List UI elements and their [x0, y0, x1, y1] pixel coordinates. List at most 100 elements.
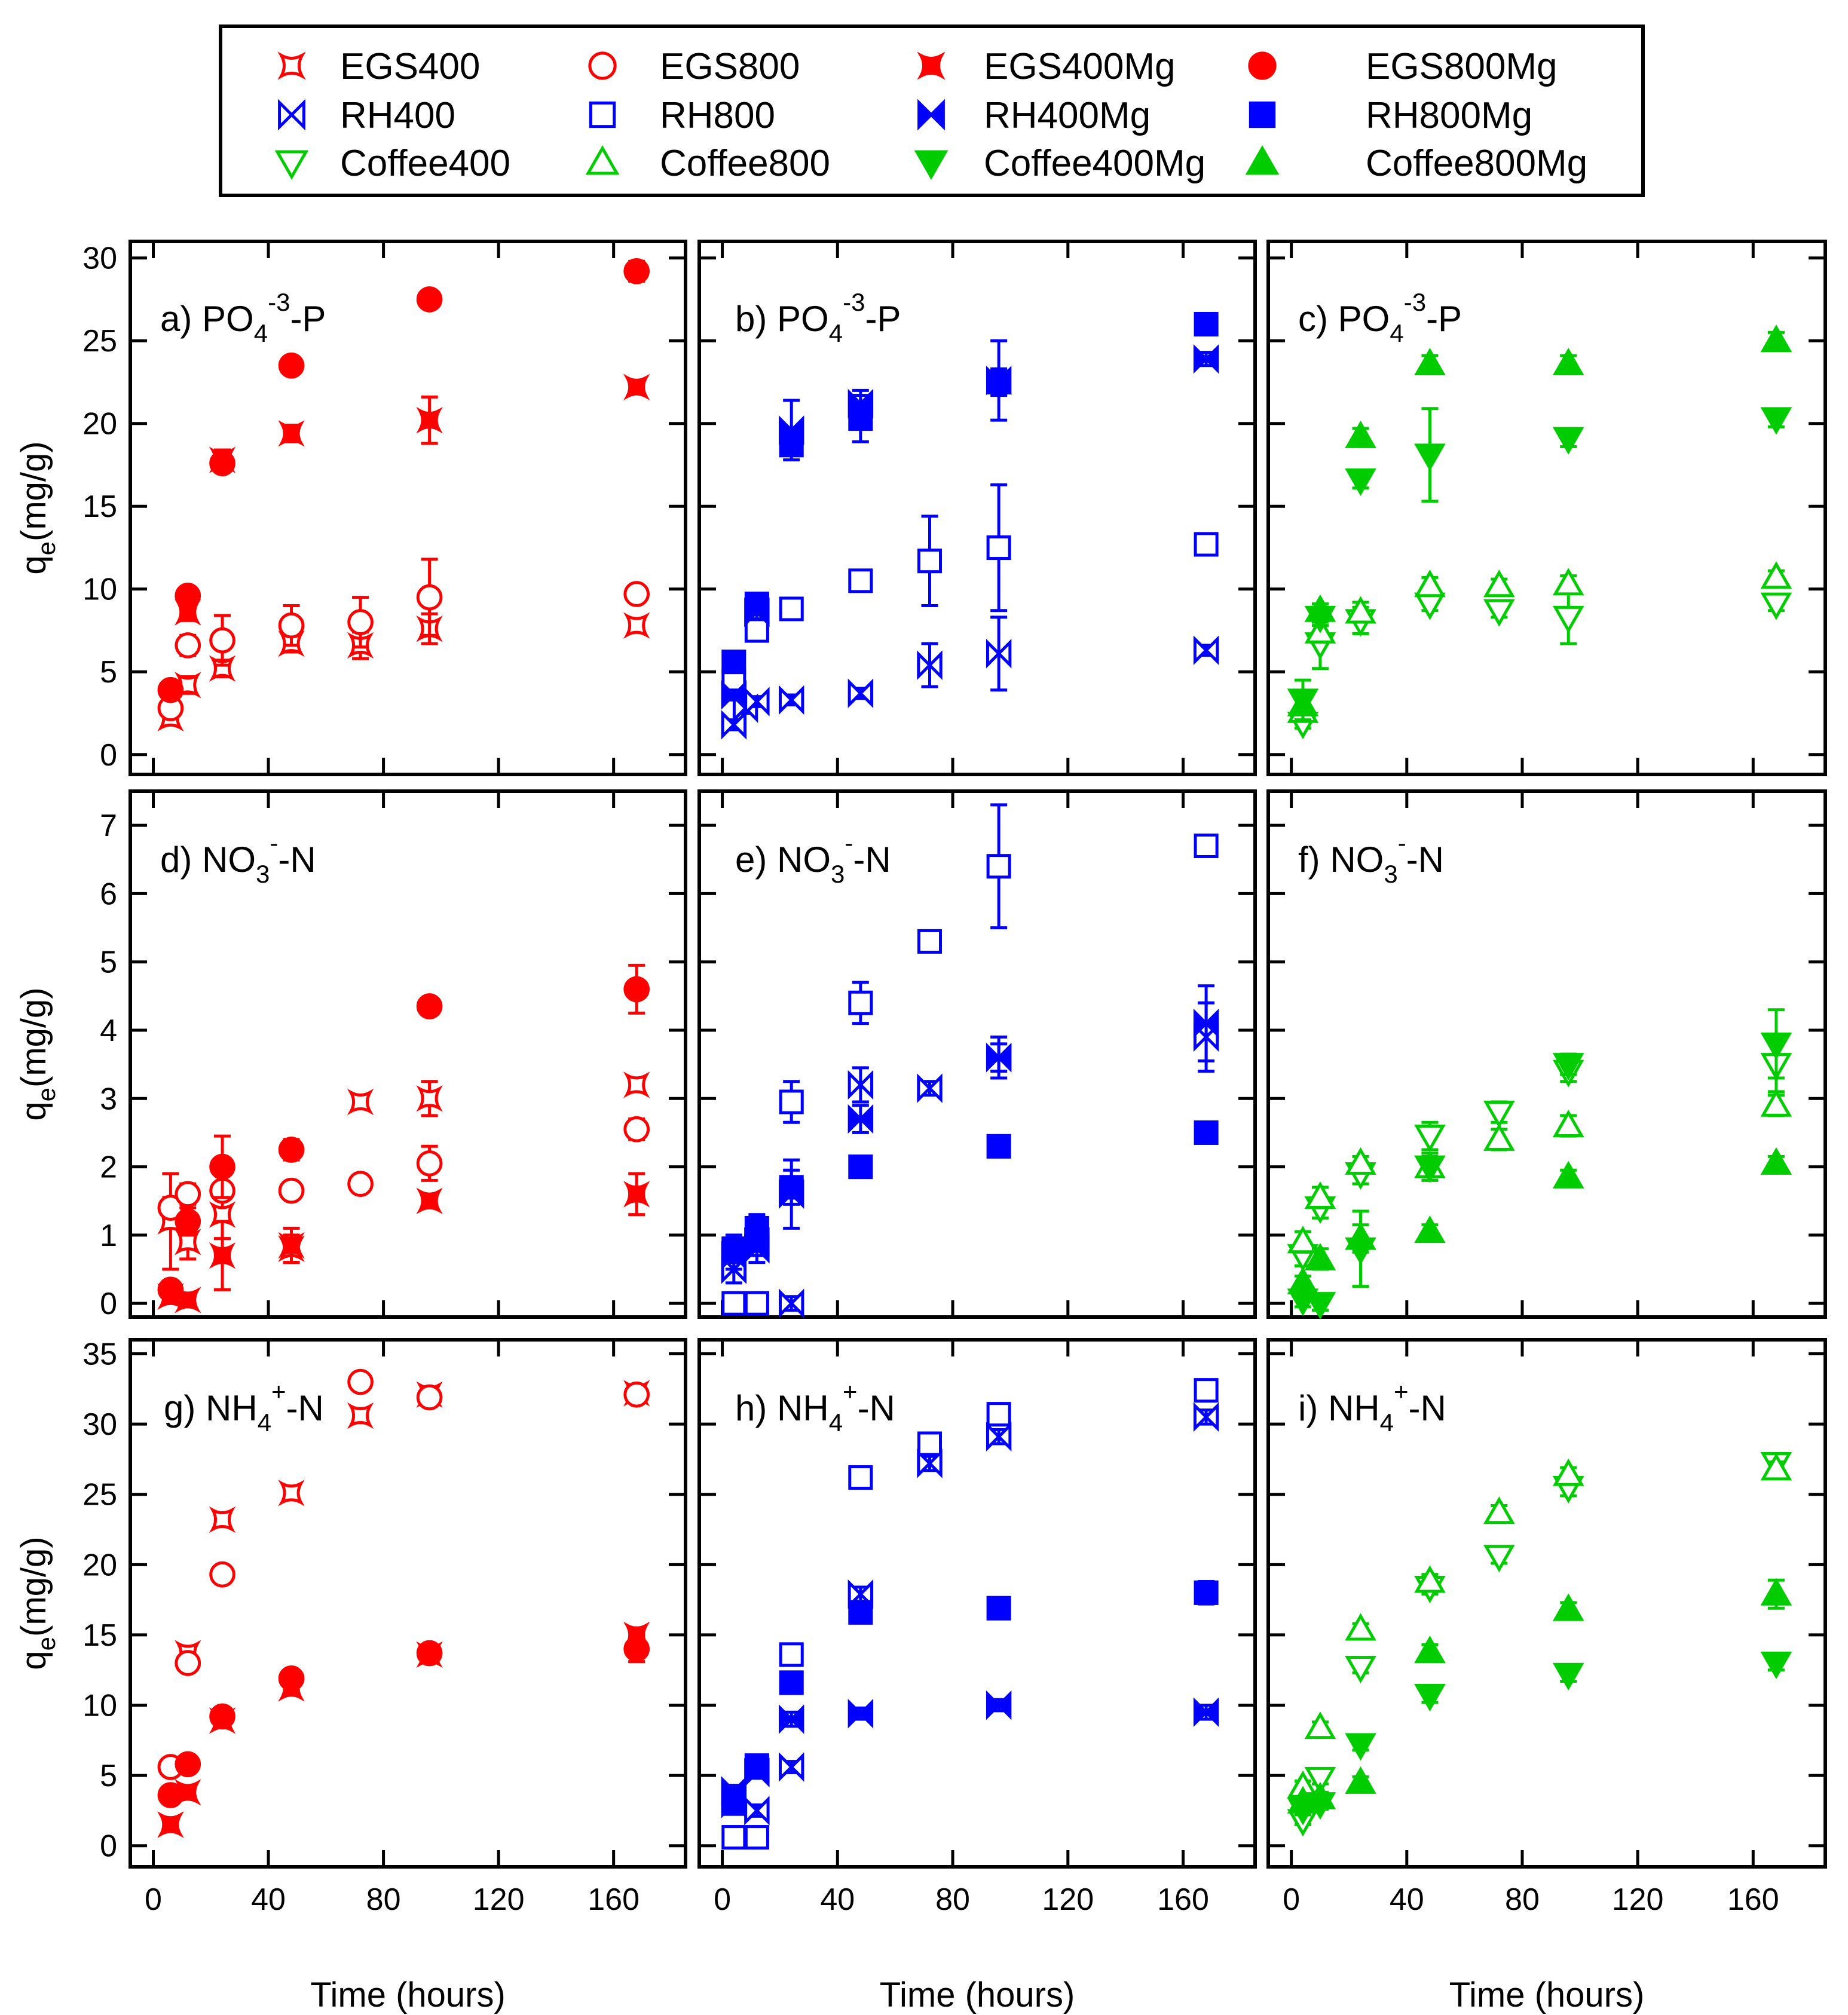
y-tick-label-a: 0	[100, 738, 117, 773]
data-point-coffee800	[1304, 1711, 1336, 1740]
data-point-egs800mg	[278, 352, 305, 379]
legend-marker-coffee400	[274, 150, 309, 180]
panel-label-sup: -3	[1404, 288, 1426, 316]
y-axis-title-tail: (mg/g)	[14, 987, 53, 1088]
panel-i: 0 40 80 120 160 Time (hours) i) NH4+-N	[1266, 1338, 1827, 2014]
data-point-coffee800	[1552, 1109, 1584, 1137]
data-point-egs800	[347, 1171, 374, 1198]
x-tick-label-h: 0	[714, 1882, 731, 1917]
data-point-coffee800mg	[1414, 1215, 1446, 1244]
data-point-coffee800mg	[1552, 1160, 1584, 1189]
panel-label-main: f) NO	[1298, 840, 1384, 880]
series-rh400-b	[721, 615, 1219, 740]
data-point-rh800	[779, 1089, 804, 1114]
data-point-rh800mg	[744, 1215, 769, 1241]
data-point-coffee800mg	[1304, 1242, 1336, 1270]
legend-marker-coffee400mg	[914, 150, 949, 180]
panel-f: f) NO3--N	[1266, 789, 1827, 1320]
y-tick-label-d: 2	[100, 1150, 117, 1185]
y-axis-title-main: q	[14, 1650, 53, 1670]
data-point-rh400mg	[1193, 1008, 1219, 1039]
data-point-coffee800	[1345, 596, 1376, 624]
data-point-egs800mg	[209, 1703, 235, 1730]
x-tick-label-i: 40	[1390, 1882, 1424, 1917]
y-tick-label-d: 5	[100, 945, 117, 980]
panel-label-f: f) NO3--N	[1298, 829, 1444, 888]
x-tick-label-h: 80	[935, 1882, 970, 1917]
data-point-egs800mg	[278, 1665, 305, 1692]
data-point-coffee400	[1483, 1101, 1515, 1129]
panel-label-a: a) PO4-3-P	[160, 288, 326, 347]
panel-frame-a	[128, 240, 687, 776]
data-point-egs800mg	[416, 993, 443, 1019]
data-point-coffee800mg	[1287, 1266, 1319, 1294]
data-point-coffee400mg	[1552, 427, 1584, 455]
series-rh400-h	[721, 1402, 1219, 1826]
y-tick-label-a: 25	[82, 324, 117, 359]
y-tick-label-g: 30	[82, 1407, 117, 1442]
data-point-rh800	[744, 618, 769, 643]
data-point-egs800mg	[278, 1137, 305, 1163]
series-rh800mg-b	[721, 311, 1219, 675]
legend-label-rh400: RH400	[340, 95, 455, 136]
data-point-egs800mg	[209, 1153, 235, 1180]
data-point-rh800mg	[848, 1600, 873, 1625]
panel-label-main: b) PO	[735, 299, 829, 339]
panel-label-g: g) NH4+-N	[164, 1377, 324, 1437]
data-point-egs800mg	[175, 1208, 201, 1235]
data-point-rh400	[779, 685, 804, 715]
panel-label-tail: -N	[1406, 840, 1444, 880]
series-egs400mg-g	[157, 1621, 650, 1838]
series-rh800-e	[721, 803, 1219, 1316]
data-point-rh400	[1193, 1402, 1219, 1432]
data-point-egs400	[416, 1085, 443, 1112]
data-point-coffee400mg	[1345, 1733, 1376, 1761]
data-point-rh800	[986, 535, 1011, 561]
panel-label-b: b) PO4-3-P	[735, 288, 901, 347]
legend-label-egs400: EGS400	[340, 46, 480, 87]
series-coffee800-i	[1287, 1453, 1792, 1798]
y-tick-label-a: 15	[82, 489, 117, 524]
data-point-rh800	[721, 1291, 746, 1316]
panel-label-sub: 3	[831, 860, 845, 888]
legend: EGS400 EGS800 EGS400Mg EGS800Mg RH400 RH800 RH…	[219, 25, 1645, 197]
data-point-rh400	[779, 1752, 804, 1782]
series-coffee800-f	[1287, 1089, 1792, 1254]
data-point-rh800mg	[848, 406, 873, 431]
panel-label-main: a) PO	[160, 299, 254, 339]
x-tick-label-g: 0	[145, 1882, 162, 1917]
data-point-coffee400mg	[1345, 468, 1376, 496]
legend-label-egs800: EGS800	[660, 46, 800, 87]
data-point-coffee800	[1483, 1123, 1515, 1151]
data-point-egs800	[347, 609, 374, 636]
series-egs400-a	[157, 612, 650, 731]
data-point-egs400mg	[623, 373, 650, 400]
data-point-rh800mg	[744, 1753, 769, 1778]
data-point-egs800	[347, 1368, 374, 1395]
y-tick-label-d: 3	[100, 1082, 117, 1116]
panel-frame-f	[1266, 789, 1827, 1319]
panel-frame-h	[697, 1338, 1257, 1869]
y-tick-label-d: 7	[100, 809, 117, 843]
data-point-coffee800	[1760, 561, 1792, 589]
data-point-rh800	[986, 854, 1011, 879]
data-point-rh800	[1194, 833, 1219, 858]
data-point-rh800mg	[986, 369, 1011, 395]
panel-b: b) PO4-3-P	[697, 240, 1257, 776]
panel-a: 0 5 10 15 20 25 30 qe(mg/g) a) PO4-3-P	[14, 240, 687, 776]
data-point-coffee400	[1552, 605, 1584, 633]
data-point-coffee400	[1483, 1545, 1515, 1573]
x-tick-label-g: 120	[473, 1882, 525, 1917]
data-point-rh800	[744, 1825, 769, 1850]
data-point-coffee800mg	[1414, 1636, 1446, 1664]
panel-label-sup: +	[843, 1377, 858, 1405]
x-tick-label-g: 80	[366, 1882, 401, 1917]
data-point-egs800	[416, 1384, 443, 1411]
data-point-rh400	[847, 678, 874, 708]
data-point-coffee800	[1414, 569, 1446, 598]
data-point-coffee800mg	[1345, 1222, 1376, 1250]
y-tick-label-a: 5	[100, 655, 117, 690]
data-point-egs400mg	[175, 1287, 201, 1313]
legend-marker-rh400	[278, 99, 305, 131]
